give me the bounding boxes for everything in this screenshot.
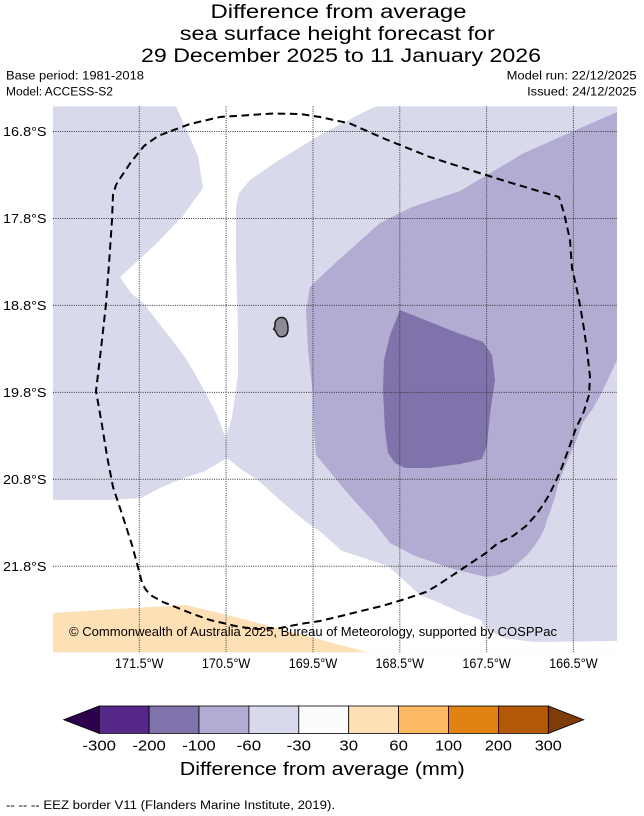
svg-text:170.5°W: 170.5°W (202, 656, 251, 671)
svg-text:60: 60 (389, 737, 408, 754)
svg-text:Difference from average (mm): Difference from average (mm) (180, 759, 465, 779)
svg-text:-300: -300 (82, 737, 116, 754)
svg-text:29 December 2025 to 11 January: 29 December 2025 to 11 January 2026 (141, 46, 541, 67)
svg-text:Issued: 24/12/2025: Issued: 24/12/2025 (527, 87, 637, 99)
svg-text:21.8°S: 21.8°S (3, 559, 47, 574)
svg-text:171.5°W: 171.5°W (115, 656, 164, 671)
svg-text:-200: -200 (132, 737, 166, 754)
svg-text:Difference from average: Difference from average (211, 2, 467, 23)
svg-text:-60: -60 (237, 737, 261, 754)
svg-text:200: 200 (485, 737, 512, 754)
svg-text:300: 300 (535, 737, 562, 754)
svg-text:17.8°S: 17.8°S (3, 211, 47, 226)
svg-text:© Commonwealth of Australia 20: © Commonwealth of Australia 2025, Bureau… (69, 625, 557, 639)
svg-text:-- -- -- EEZ border V11 (Fla: -- -- -- EEZ border V11 (Flanders Marine… (6, 800, 335, 812)
svg-text:30: 30 (339, 737, 358, 754)
svg-text:Base period: 1981-2018: Base period: 1981-2018 (6, 71, 144, 83)
svg-text:168.5°W: 168.5°W (376, 656, 425, 671)
svg-text:Model run: 22/12/2025: Model run: 22/12/2025 (507, 71, 637, 83)
svg-text:169.5°W: 169.5°W (289, 656, 338, 671)
svg-text:16.8°S: 16.8°S (3, 124, 47, 139)
svg-text:-30: -30 (287, 737, 311, 754)
svg-text:18.8°S: 18.8°S (3, 298, 47, 313)
svg-text:-100: -100 (182, 737, 216, 754)
svg-text:167.5°W: 167.5°W (462, 656, 511, 671)
svg-text:166.5°W: 166.5°W (549, 656, 598, 671)
svg-text:19.8°S: 19.8°S (3, 385, 47, 400)
svg-text:Model: ACCESS-S2: Model: ACCESS-S2 (6, 87, 113, 99)
svg-text:100: 100 (435, 737, 462, 754)
svg-text:sea surface height forecast fo: sea surface height forecast for (180, 24, 496, 45)
svg-text:20.8°S: 20.8°S (3, 472, 47, 487)
